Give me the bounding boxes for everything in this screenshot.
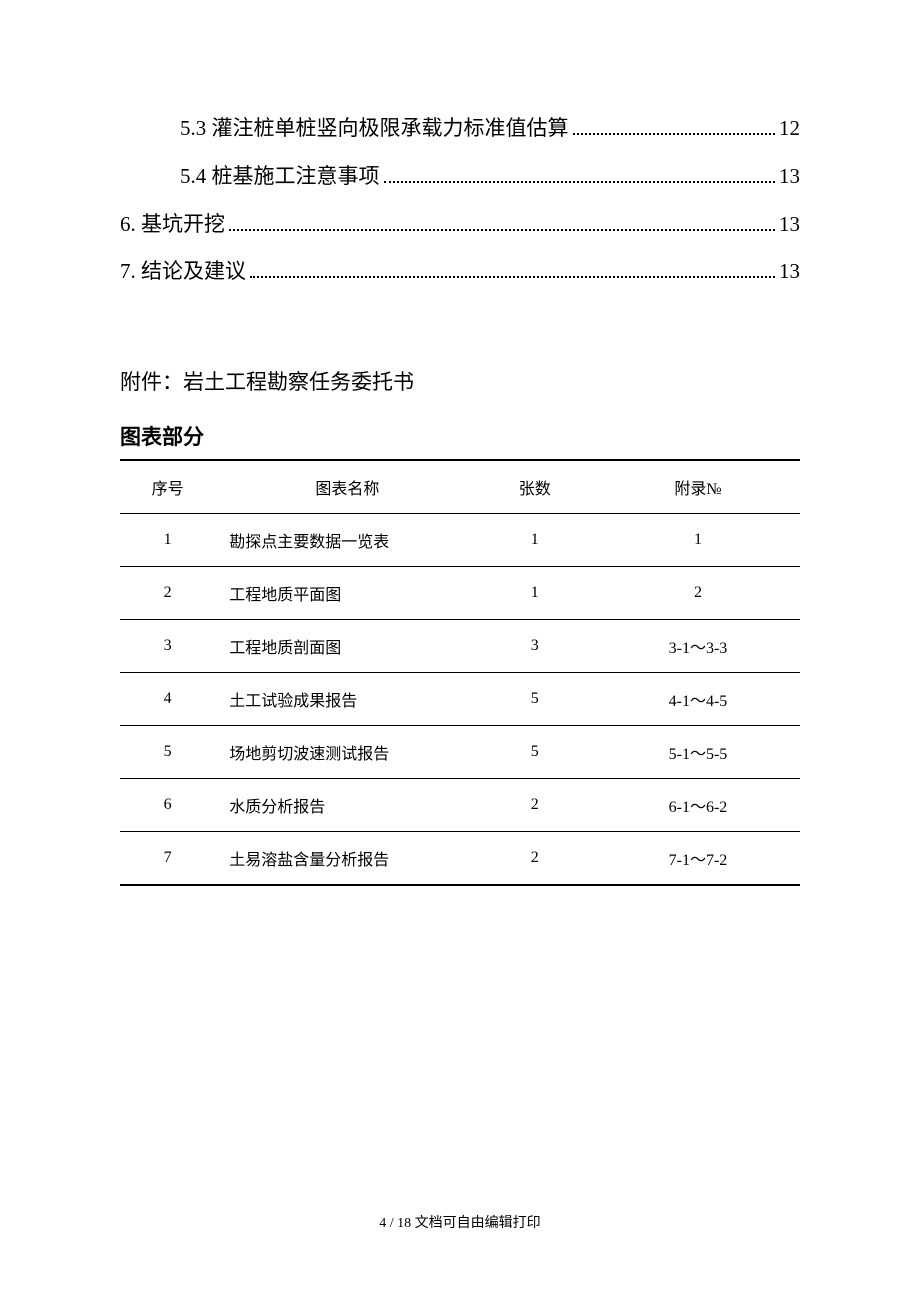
table-cell: 工程地质剖面图 <box>215 620 473 673</box>
toc-page: 13 <box>779 158 800 196</box>
toc-line: 5.4 桩基施工注意事项 13 <box>120 158 800 196</box>
table-cell: 2 <box>120 567 215 620</box>
table-row: 1勘探点主要数据一览表11 <box>120 514 800 567</box>
table-cell: 7-1～7-2 <box>596 832 800 886</box>
toc-dots <box>250 276 775 278</box>
table-cell: 1 <box>474 514 596 567</box>
col-seq: 序号 <box>120 460 215 514</box>
chart-table: 序号 图表名称 张数 附录№ 1勘探点主要数据一览表112工程地质平面图123工… <box>120 459 800 886</box>
table-cell: 4 <box>120 673 215 726</box>
toc-dots <box>384 181 776 183</box>
table-cell: 6 <box>120 779 215 832</box>
table-cell: 5 <box>474 726 596 779</box>
table-cell: 5 <box>120 726 215 779</box>
table-row: 4土工试验成果报告54-1～4-5 <box>120 673 800 726</box>
toc-dots <box>573 133 776 135</box>
table-cell: 2 <box>474 779 596 832</box>
chart-section-heading: 图表部分 <box>120 421 800 451</box>
toc-label: 5.4 桩基施工注意事项 <box>180 158 380 196</box>
table-row: 6水质分析报告26-1～6-2 <box>120 779 800 832</box>
table-cell: 2 <box>474 832 596 886</box>
toc-dots <box>229 229 775 231</box>
toc-label: 7. 结论及建议 <box>120 253 246 291</box>
table-cell: 3-1～3-3 <box>596 620 800 673</box>
page-content: 5.3 灌注桩单桩竖向极限承载力标准值估算125.4 桩基施工注意事项136. … <box>0 0 920 886</box>
toc-page: 13 <box>779 206 800 244</box>
toc-section: 5.3 灌注桩单桩竖向极限承载力标准值估算125.4 桩基施工注意事项136. … <box>120 110 800 291</box>
table-row: 2工程地质平面图12 <box>120 567 800 620</box>
table-row: 5场地剪切波速测试报告55-1～5-5 <box>120 726 800 779</box>
col-pages: 张数 <box>474 460 596 514</box>
table-cell: 6-1～6-2 <box>596 779 800 832</box>
table-cell: 4-1～4-5 <box>596 673 800 726</box>
table-row: 3工程地质剖面图33-1～3-3 <box>120 620 800 673</box>
table-cell: 3 <box>474 620 596 673</box>
toc-line: 6. 基坑开挖 13 <box>120 206 800 244</box>
toc-line: 5.3 灌注桩单桩竖向极限承载力标准值估算 12 <box>120 110 800 148</box>
table-cell: 1 <box>596 514 800 567</box>
toc-page: 13 <box>779 253 800 291</box>
toc-label: 5.3 灌注桩单桩竖向极限承载力标准值估算 <box>180 110 569 148</box>
table-cell: 3 <box>120 620 215 673</box>
table-cell: 土易溶盐含量分析报告 <box>215 832 473 886</box>
table-cell: 5-1～5-5 <box>596 726 800 779</box>
table-cell: 勘探点主要数据一览表 <box>215 514 473 567</box>
table-cell: 2 <box>596 567 800 620</box>
page-footer: 4 / 18 文档可自由编辑打印 <box>0 1212 920 1232</box>
table-cell: 1 <box>474 567 596 620</box>
col-name: 图表名称 <box>215 460 473 514</box>
table-row: 7土易溶盐含量分析报告27-1～7-2 <box>120 832 800 886</box>
toc-line: 7. 结论及建议 13 <box>120 253 800 291</box>
table-cell: 水质分析报告 <box>215 779 473 832</box>
table-cell: 7 <box>120 832 215 886</box>
toc-label: 6. 基坑开挖 <box>120 206 225 244</box>
table-header-row: 序号 图表名称 张数 附录№ <box>120 460 800 514</box>
table-cell: 工程地质平面图 <box>215 567 473 620</box>
table-cell: 场地剪切波速测试报告 <box>215 726 473 779</box>
table-cell: 5 <box>474 673 596 726</box>
col-appendix: 附录№ <box>596 460 800 514</box>
table-cell: 土工试验成果报告 <box>215 673 473 726</box>
attachment-line: 附件：岩土工程勘察任务委托书 <box>120 366 800 396</box>
toc-page: 12 <box>779 110 800 148</box>
table-cell: 1 <box>120 514 215 567</box>
